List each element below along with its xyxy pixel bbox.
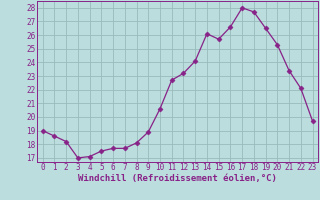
X-axis label: Windchill (Refroidissement éolien,°C): Windchill (Refroidissement éolien,°C)	[78, 174, 277, 183]
